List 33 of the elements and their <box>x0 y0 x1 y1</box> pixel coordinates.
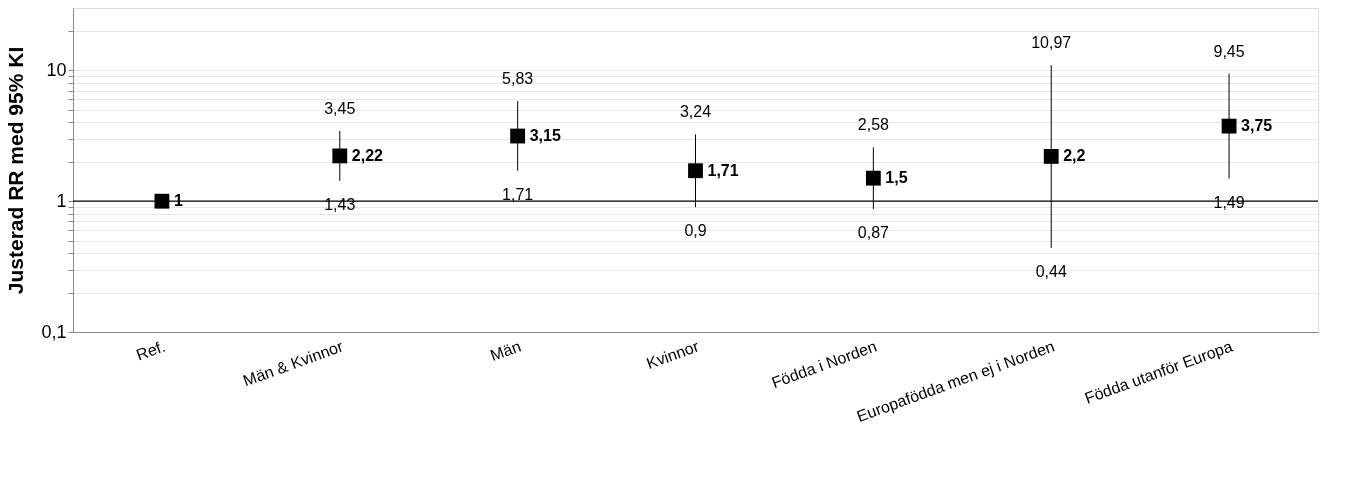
point <box>332 148 348 164</box>
point <box>865 170 881 186</box>
x-tick-label: Kvinnor <box>644 337 702 373</box>
x-tick-label: Födda utanför Europa <box>1082 337 1235 407</box>
y-tick-label: 0,1 <box>41 321 67 342</box>
point <box>688 163 703 179</box>
y-tick-label: 10 <box>46 59 67 80</box>
y-tick-label: 1 <box>56 190 67 211</box>
annotation: 0,9 <box>684 222 707 240</box>
data-label: 2,22 <box>351 146 384 164</box>
annotation: 0,87 <box>857 224 890 242</box>
data-label: 2,2 <box>1063 147 1086 165</box>
x-tick-label: Födda i Norden <box>769 337 879 392</box>
annotation: 10,97 <box>1031 34 1072 52</box>
annotation: 3,24 <box>679 103 712 121</box>
data-label: 1,5 <box>885 169 908 187</box>
annotation: 9,45 <box>1213 42 1245 60</box>
x-tick-label: Män <box>488 337 524 365</box>
x-tick-label: Ref. <box>134 337 168 364</box>
data-label: 1,71 <box>707 161 739 179</box>
annotation: 5,83 <box>502 70 534 88</box>
y-axis-title: Justerad RR med 95% KI <box>4 46 28 295</box>
point <box>1043 149 1059 164</box>
point <box>154 193 170 209</box>
x-tick-label: Män & Kvinnor <box>240 337 346 390</box>
point <box>1221 118 1237 134</box>
data-label: 3,75 <box>1241 117 1273 135</box>
annotation: 1,71 <box>502 185 534 203</box>
point <box>510 128 526 144</box>
data-label: 3,15 <box>529 127 561 145</box>
annotation: 2,58 <box>857 116 890 134</box>
annotation: 0,44 <box>1035 262 1067 280</box>
annotation: 3,45 <box>324 99 356 117</box>
